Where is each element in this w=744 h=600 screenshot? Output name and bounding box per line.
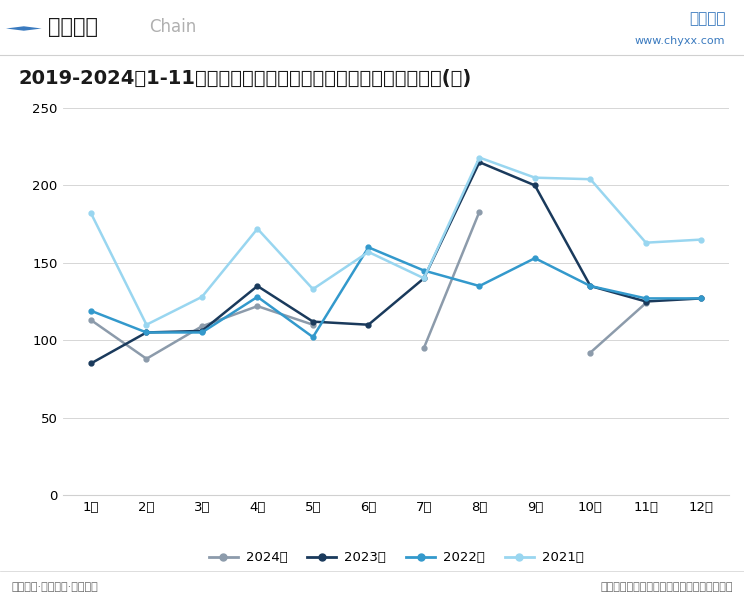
Legend: 2024年, 2023年, 2022年, 2021年: 2024年, 2023年, 2022年, 2021年 [204, 546, 589, 569]
Text: www.chyxx.com: www.chyxx.com [635, 36, 725, 46]
Text: 资料来源：中国海上搜救中心、智研咨询整理: 资料来源：中国海上搜救中心、智研咨询整理 [600, 583, 733, 592]
Text: 精品报告·专项定制·品质服务: 精品报告·专项定制·品质服务 [11, 583, 98, 592]
Polygon shape [6, 26, 42, 31]
Text: 2019-2024年1-11月中国海上搜救中心共组织、协调搜救行动次数(次): 2019-2024年1-11月中国海上搜救中心共组织、协调搜救行动次数(次) [19, 69, 472, 88]
Text: 智研咨询: 智研咨询 [689, 11, 725, 26]
Text: Chain: Chain [149, 19, 196, 37]
Text: 行业现状: 行业现状 [48, 17, 98, 37]
